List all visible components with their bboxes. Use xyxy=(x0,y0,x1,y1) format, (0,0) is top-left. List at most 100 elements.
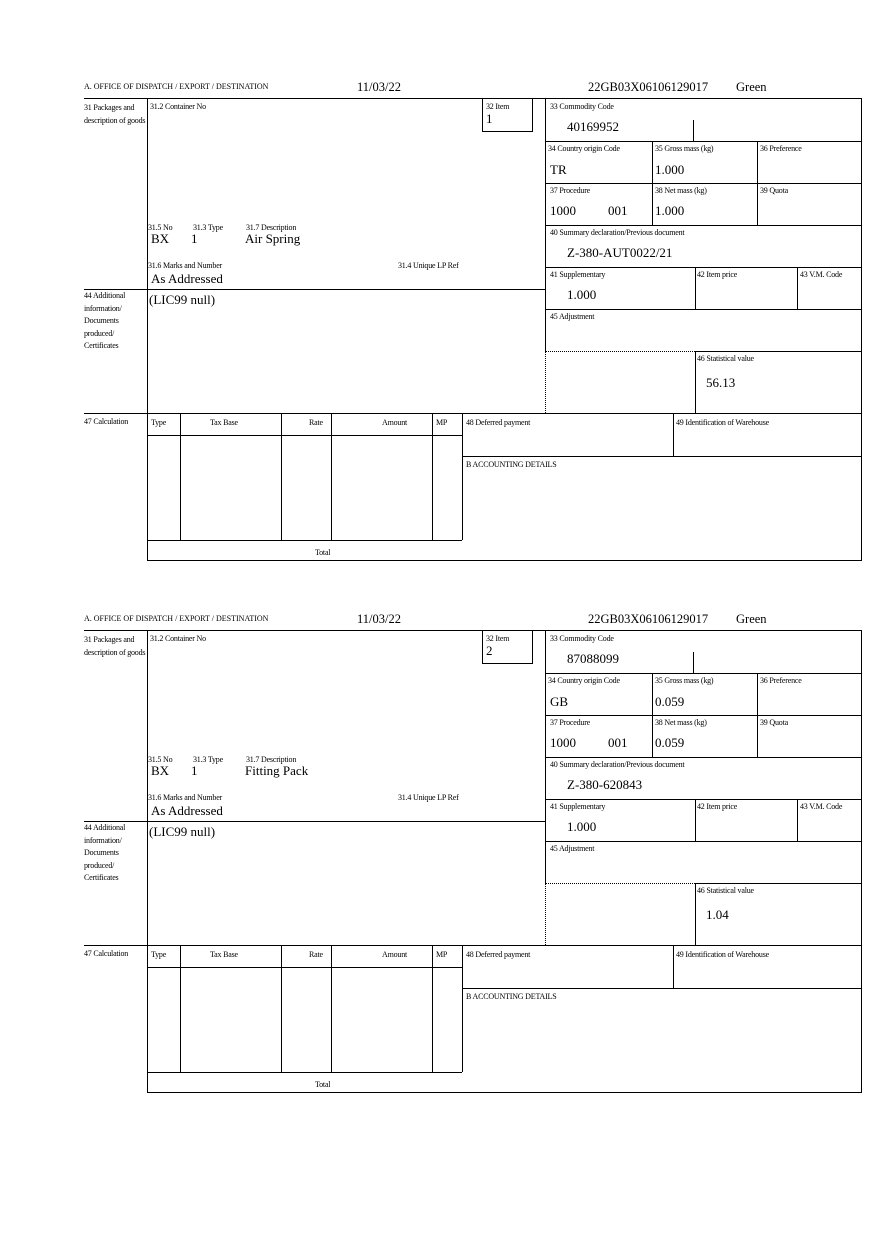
vm-code-label: 43 V.M. Code xyxy=(800,802,843,811)
divider xyxy=(482,663,533,664)
quota-label: 39 Quota xyxy=(760,186,788,195)
divider xyxy=(462,988,862,989)
col-mp-header: MP xyxy=(436,950,448,959)
divider xyxy=(545,757,862,758)
divider xyxy=(695,351,696,413)
divider xyxy=(331,413,332,540)
net-mass-value: 1.000 xyxy=(655,203,685,218)
container-no-label: 31.2 Container No xyxy=(150,102,206,111)
gross-mass-value: 0.059 xyxy=(655,694,685,709)
divider xyxy=(84,630,862,631)
divider xyxy=(695,267,696,309)
accounting-details-label: B ACCOUNTING DETAILS xyxy=(466,992,557,1001)
office-label: A. OFFICE OF DISPATCH / EXPORT / DESTINA… xyxy=(84,614,269,623)
calculation-label: 47 Calculation xyxy=(84,417,129,426)
additional-info-label: 44 Additional information/ Documents pro… xyxy=(84,291,126,350)
divider xyxy=(861,98,862,561)
pkg-no-value: BX xyxy=(151,231,170,246)
procedure-label: 37 Procedure xyxy=(550,718,591,727)
divider xyxy=(545,630,546,883)
additional-info-value: (LIC99 null) xyxy=(149,824,216,839)
pkg-type-label: 31.3 Type xyxy=(193,755,223,764)
col-type-header: Type xyxy=(151,950,167,959)
divider xyxy=(147,1092,862,1093)
procedure-value: 1000 xyxy=(550,203,576,218)
col-mp-header: MP xyxy=(436,418,448,427)
unique-lp-ref-label: 31.4 Unique LP Ref xyxy=(398,793,459,802)
pkg-no-value: BX xyxy=(151,763,170,778)
divider xyxy=(331,945,332,1072)
divider xyxy=(545,351,546,413)
divider xyxy=(673,413,674,456)
summary-declaration-label: 40 Summary declaration/Previous document xyxy=(550,228,685,237)
preference-label: 36 Preference xyxy=(760,676,802,685)
net-mass-label: 38 Net mass (kg) xyxy=(655,186,707,195)
divider xyxy=(432,413,433,540)
col-tax-base-header: Tax Base xyxy=(210,418,238,427)
divider xyxy=(545,98,546,351)
divider xyxy=(84,945,862,946)
vm-code-label: 43 V.M. Code xyxy=(800,270,843,279)
pkg-no-label: 31.5 No xyxy=(148,755,173,764)
item-price-label: 42 Item price xyxy=(697,270,738,279)
item-label: 32 Item xyxy=(486,102,510,111)
divider xyxy=(545,673,862,674)
statistical-value: 56.13 xyxy=(706,375,736,390)
divider xyxy=(482,630,483,663)
divider xyxy=(281,945,282,1072)
item-value: 2 xyxy=(486,643,493,658)
marks-value: As Addressed xyxy=(151,271,223,286)
statistical-value-label: 46 Statistical value xyxy=(697,354,754,363)
col-type-header: Type xyxy=(151,418,167,427)
divider xyxy=(695,799,696,841)
divider xyxy=(693,652,694,673)
divider xyxy=(695,883,862,884)
total-label: Total xyxy=(315,548,331,557)
pkg-no-label: 31.5 No xyxy=(148,223,173,232)
divider xyxy=(180,945,181,1072)
item-label: 32 Item xyxy=(486,634,510,643)
procedure-additional-value: 001 xyxy=(608,203,628,218)
reference-number: 22GB03X06106129017 xyxy=(588,80,709,94)
total-label: Total xyxy=(315,1080,331,1089)
summary-declaration-label: 40 Summary declaration/Previous document xyxy=(550,760,685,769)
supplementary-label: 41 Supplementary xyxy=(550,802,606,811)
gross-mass-label: 35 Gross mass (kg) xyxy=(655,144,714,153)
col-rate-header: Rate xyxy=(309,950,323,959)
additional-info-label: 44 Additional information/ Documents pro… xyxy=(84,823,126,882)
divider xyxy=(652,141,653,225)
adjustment-label: 45 Adjustment xyxy=(550,312,595,321)
country-origin-value: GB xyxy=(550,694,569,709)
pkg-description-value: Air Spring xyxy=(245,231,301,246)
divider xyxy=(545,799,862,800)
net-mass-label: 38 Net mass (kg) xyxy=(655,718,707,727)
divider xyxy=(147,98,148,561)
divider xyxy=(482,131,533,132)
marks-label: 31.6 Marks and Number xyxy=(148,261,223,270)
divider xyxy=(462,456,862,457)
country-origin-label: 34 Country origin Code xyxy=(548,676,620,685)
pkg-description-label: 31.7 Description xyxy=(246,223,297,232)
summary-declaration-value: Z-380-620843 xyxy=(567,777,643,792)
country-origin-label: 34 Country origin Code xyxy=(548,144,620,153)
calculation-label: 47 Calculation xyxy=(84,949,129,958)
item-price-label: 42 Item price xyxy=(697,802,738,811)
divider xyxy=(757,141,758,225)
divider xyxy=(147,1072,462,1073)
col-rate-header: Rate xyxy=(309,418,323,427)
col-tax-base-header: Tax Base xyxy=(210,950,238,959)
quota-label: 39 Quota xyxy=(760,718,788,727)
divider xyxy=(532,98,533,131)
reference-number: 22GB03X06106129017 xyxy=(588,612,709,626)
divider xyxy=(545,883,695,884)
marks-label: 31.6 Marks and Number xyxy=(148,793,223,802)
divider xyxy=(462,413,463,540)
divider xyxy=(180,413,181,540)
procedure-label: 37 Procedure xyxy=(550,186,591,195)
divider xyxy=(545,225,862,226)
commodity-code-label: 33 Commodity Code xyxy=(550,102,614,111)
divider xyxy=(84,289,545,290)
commodity-code-value: 87088099 xyxy=(567,651,619,666)
divider xyxy=(797,267,798,309)
deferred-payment-label: 48 Deferred payment xyxy=(466,950,531,959)
